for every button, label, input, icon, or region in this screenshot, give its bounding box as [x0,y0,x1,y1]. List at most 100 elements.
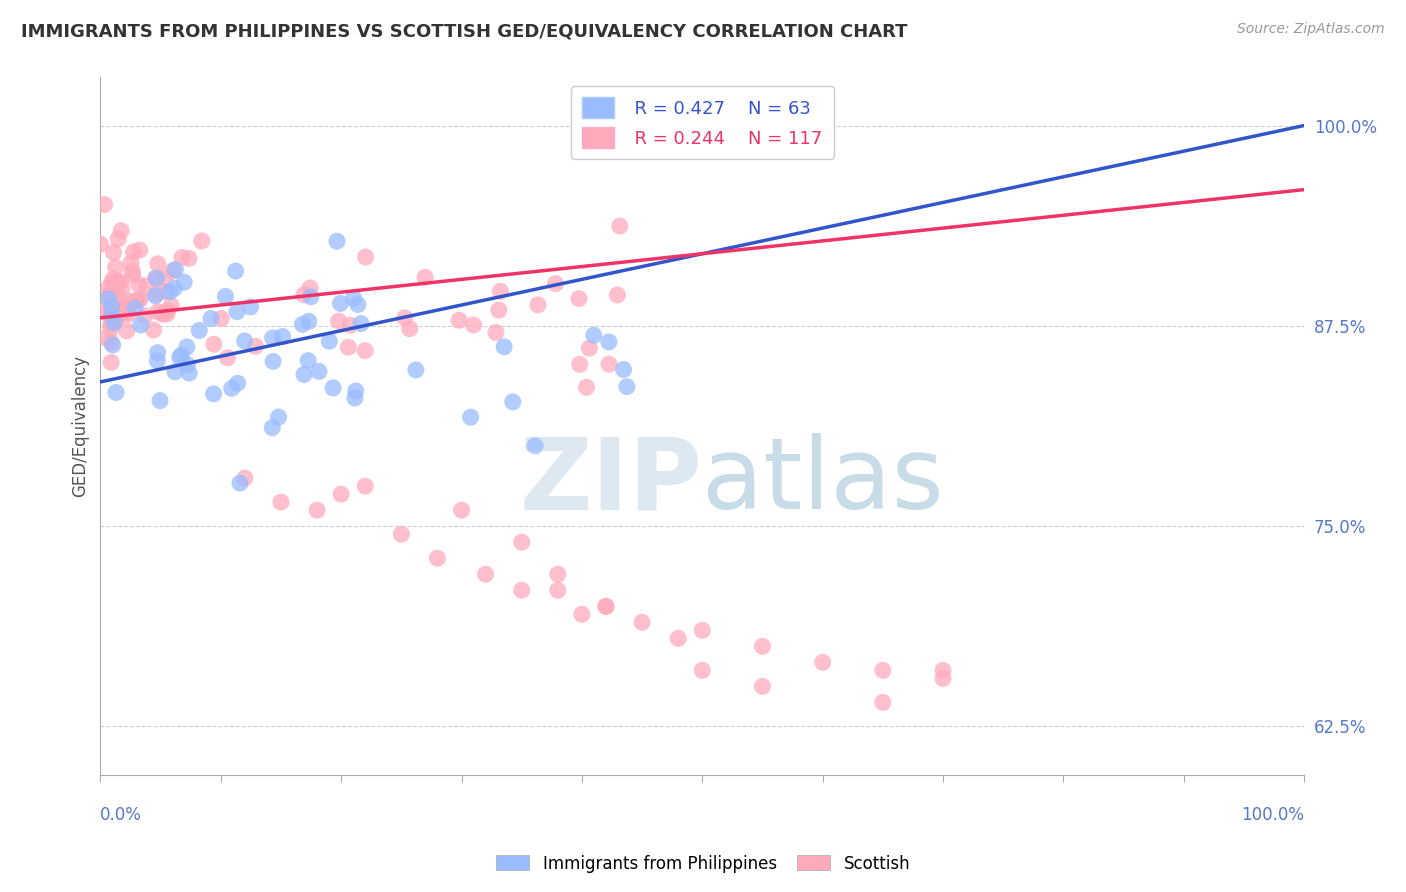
Point [98,287,121,301]
Point [145,271,167,285]
Point [299,281,322,295]
Text: Source: ZipAtlas.com: Source: ZipAtlas.com [1237,22,1385,37]
Point [751,680,773,694]
Point [751,640,773,654]
Point [322,381,344,395]
Point [568,358,591,372]
Point [176,358,198,372]
Point [474,567,496,582]
Point [101,288,124,302]
Point [267,410,290,425]
Point [666,632,689,646]
Point [344,384,367,398]
Point [571,607,593,622]
Point [489,285,512,299]
Point [110,224,132,238]
Point [105,385,128,400]
Text: 100.0%: 100.0% [1241,806,1305,824]
Point [142,323,165,337]
Point [149,393,172,408]
Point [162,264,184,278]
Point [117,298,139,312]
Point [631,615,654,630]
Point [426,551,449,566]
Point [405,363,427,377]
Text: IMMIGRANTS FROM PHILIPPINES VS SCOTTISH GED/EQUIVALENCY CORRELATION CHART: IMMIGRANTS FROM PHILIPPINES VS SCOTTISH … [21,22,908,40]
Point [108,301,131,316]
Point [104,260,127,274]
Point [292,368,315,382]
Point [97,307,120,321]
Point [214,289,236,303]
Point [145,289,167,303]
Point [350,317,373,331]
Point [98,287,121,301]
Point [932,672,955,686]
Y-axis label: GED/Equivalency: GED/Equivalency [72,355,89,497]
Point [329,296,352,310]
Point [101,272,124,286]
Point [447,313,470,327]
Point [527,298,550,312]
Point [114,301,136,316]
Point [94,301,117,316]
Point [262,354,284,368]
Point [226,304,249,318]
Point [494,340,516,354]
Point [103,316,125,330]
Point [110,275,132,289]
Point [103,309,125,323]
Text: 0.0%: 0.0% [100,806,142,824]
Point [105,275,128,289]
Point [200,311,222,326]
Point [121,264,143,278]
Point [129,318,152,332]
Point [100,300,122,314]
Point [510,535,533,549]
Point [128,277,150,292]
Point [107,277,129,291]
Point [146,345,169,359]
Text: atlas: atlas [702,434,943,530]
Point [318,334,340,349]
Point [450,503,472,517]
Point [544,277,567,291]
Point [107,309,129,323]
Point [690,624,713,638]
Point [297,353,319,368]
Point [105,311,128,326]
Point [347,297,370,311]
Point [145,270,167,285]
Legend: Immigrants from Philippines, Scottish: Immigrants from Philippines, Scottish [489,848,917,880]
Point [394,310,416,325]
Point [488,303,510,318]
Point [305,503,328,517]
Point [463,318,485,332]
Point [170,251,193,265]
Point [598,334,620,349]
Point [105,288,128,302]
Point [163,365,186,379]
Point [134,309,156,323]
Point [233,471,256,485]
Point [578,341,600,355]
Point [96,331,118,345]
Point [202,387,225,401]
Point [173,275,195,289]
Point [872,664,894,678]
Point [398,321,420,335]
Point [100,322,122,336]
Legend:   R = 0.427    N = 63,   R = 0.244    N = 117: R = 0.427 N = 63, R = 0.244 N = 117 [571,87,834,159]
Point [111,281,134,295]
Point [575,380,598,394]
Point [932,664,955,678]
Point [100,317,122,331]
Point [117,305,139,319]
Point [226,376,249,391]
Point [524,439,547,453]
Point [165,262,187,277]
Point [262,331,284,345]
Point [179,366,201,380]
Point [326,234,349,248]
Point [568,292,591,306]
